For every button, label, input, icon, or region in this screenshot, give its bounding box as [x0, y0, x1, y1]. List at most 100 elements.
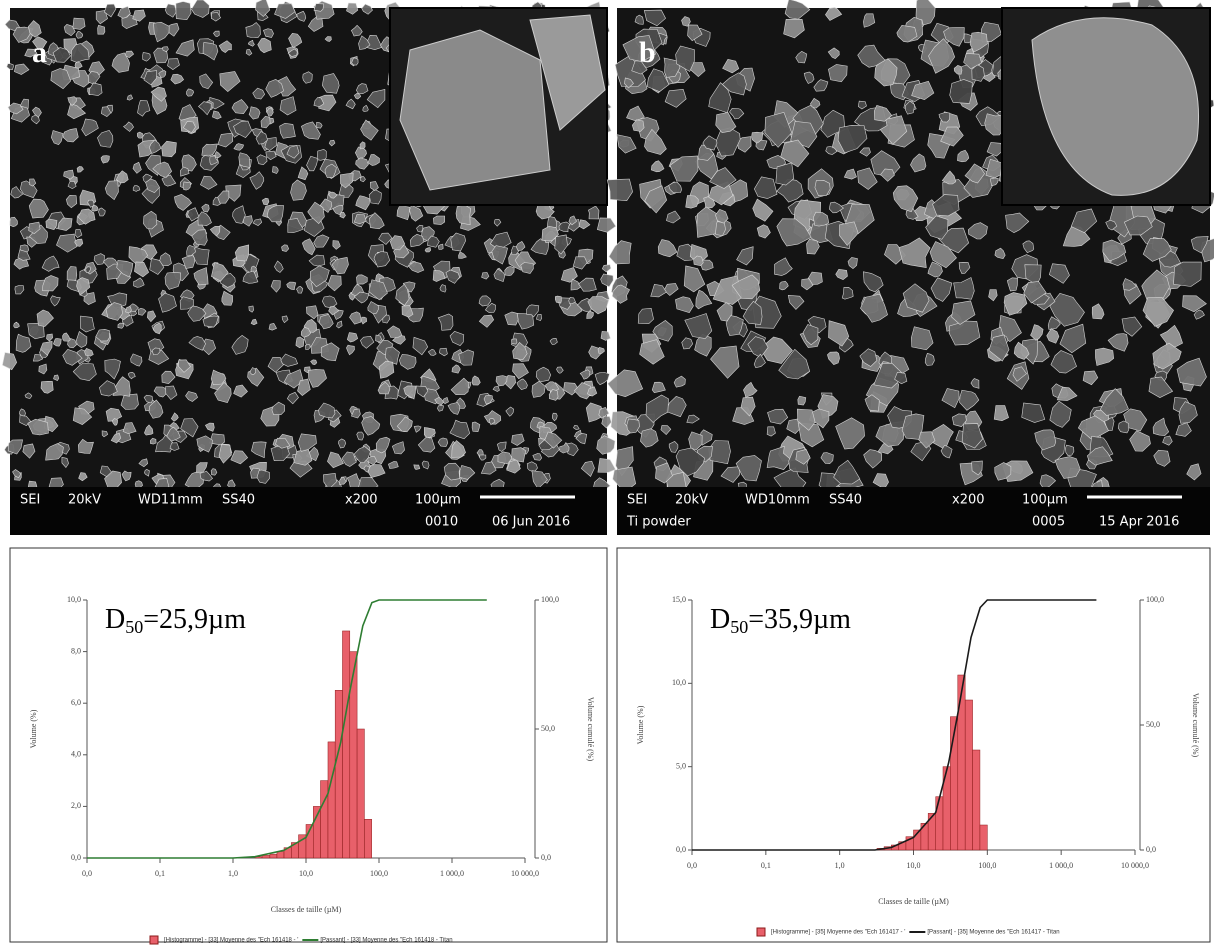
info-text: SS40	[829, 493, 862, 508]
info-text: WD11mm	[138, 493, 203, 508]
legend-label: [Histogramme] - [35] Moyenne des "Ech 16…	[771, 930, 905, 936]
histogram-bar	[357, 729, 364, 858]
panel-label: a	[32, 36, 47, 69]
y2-tick-label: 0,0	[1146, 845, 1156, 854]
histogram-bar	[965, 700, 972, 850]
info-text: x200	[952, 493, 985, 508]
particle	[296, 337, 304, 348]
y-tick-label: 10,0	[67, 595, 81, 604]
x-axis-label: Classes de taille (µM)	[878, 897, 949, 906]
x-tick-label: 100,0	[978, 861, 996, 870]
figure: a SEI 20kV WD11mm SS40 x200 100µm 0010 06 Jun 20…	[0, 0, 1214, 945]
y2-tick-label: 100,0	[541, 595, 559, 604]
annotation-part: =25,9µm	[143, 604, 246, 635]
y-tick-label: 6,0	[71, 698, 81, 707]
particle	[555, 296, 561, 303]
y-tick-label: 2,0	[71, 801, 81, 810]
x-tick-label: 0,1	[761, 861, 771, 870]
y-tick-label: 8,0	[71, 646, 81, 655]
x-tick-label: 10,0	[299, 869, 313, 878]
histogram-bar	[262, 855, 270, 858]
histogram-bar	[973, 750, 980, 850]
particle	[176, 2, 191, 20]
particle	[521, 263, 534, 274]
particle	[73, 18, 85, 29]
x-axis-label: Classes de taille (µM)	[271, 905, 342, 914]
particle	[815, 180, 830, 195]
histogram-bar	[342, 631, 349, 858]
info-text: Ti powder	[626, 515, 691, 530]
particle	[686, 196, 699, 209]
particle	[511, 339, 517, 344]
x-tick-label: 1,0	[228, 869, 238, 878]
x-tick-label: 0,1	[155, 869, 165, 878]
annotation-part: =35,9µm	[748, 604, 851, 635]
y-tick-label: 4,0	[71, 750, 81, 759]
info-text: 0010	[425, 515, 458, 530]
x-tick-label: 0,0	[687, 861, 697, 870]
annotation-part: D	[105, 604, 125, 635]
y-tick-label: 0,0	[676, 845, 686, 854]
histogram-bar	[277, 852, 284, 858]
legend-label: [Passant] - [33] Moyenne des "Ech 161418…	[320, 938, 452, 944]
info-text: 15 Apr 2016	[1099, 515, 1179, 530]
x-tick-label: 1 000,0	[1049, 861, 1073, 870]
panel-label: b	[639, 36, 656, 69]
legend-swatch	[757, 928, 765, 936]
histogram-bar	[335, 690, 342, 858]
info-text: 20kV	[675, 493, 708, 508]
particle	[694, 256, 704, 266]
y-tick-label: 15,0	[672, 595, 686, 604]
info-text: 0005	[1032, 515, 1065, 530]
info-text: 06 Jun 2016	[492, 515, 570, 530]
y2-axis-label: Volume cumulé (%)	[1191, 693, 1200, 758]
particle	[437, 405, 443, 411]
particle	[303, 72, 313, 84]
histogram-bar	[936, 797, 943, 850]
x-tick-label: 10,0	[907, 861, 921, 870]
y-tick-label: 5,0	[676, 761, 686, 770]
x-tick-label: 100,0	[370, 869, 388, 878]
inset-particle	[400, 30, 550, 190]
particle	[80, 316, 94, 332]
annotation-part: D	[710, 604, 730, 635]
y-tick-label: 10,0	[672, 678, 686, 687]
info-text: SEI	[20, 493, 40, 508]
annotation-part: 50	[730, 617, 748, 637]
legend-swatch	[150, 936, 158, 944]
particle	[98, 25, 105, 34]
particle	[118, 323, 124, 328]
y2-tick-label: 50,0	[1146, 720, 1160, 729]
info-text: WD10mm	[745, 493, 810, 508]
particle	[597, 218, 616, 232]
particle	[280, 123, 296, 138]
y2-tick-label: 0,0	[541, 853, 551, 862]
particle	[601, 331, 610, 340]
histogram-bar	[321, 781, 328, 858]
info-text: SEI	[627, 493, 647, 508]
info-text: 20kV	[68, 493, 101, 508]
y-axis-label: Volume (%)	[29, 709, 38, 748]
histogram-bar	[270, 854, 277, 858]
y-tick-label: 0,0	[71, 853, 81, 862]
particle	[317, 149, 326, 160]
x-tick-label: 10 000,0	[511, 869, 539, 878]
info-text: 100µm	[1022, 493, 1068, 508]
x-tick-label: 1 000,0	[440, 869, 464, 878]
chart-frame	[10, 548, 607, 942]
particle	[46, 219, 57, 230]
y2-axis-label: Volume cumulé (%)	[586, 697, 595, 762]
annotation-part: 50	[125, 617, 143, 637]
x-tick-label: 1,0	[835, 861, 845, 870]
legend-label: [Histogramme] - [33] Moyenne des "Ech 16…	[164, 938, 298, 944]
particle	[7, 64, 14, 70]
y-axis-label: Volume (%)	[636, 705, 645, 744]
x-tick-label: 0,0	[82, 869, 92, 878]
chart-frame	[617, 548, 1210, 942]
legend-label: [Passant] - [35] Moyenne des "Ech 161417…	[927, 930, 1059, 936]
particle	[314, 4, 324, 12]
particle	[609, 241, 631, 264]
x-tick-label: 10 000,0	[1121, 861, 1149, 870]
particle	[950, 80, 973, 104]
info-text: SS40	[222, 493, 255, 508]
